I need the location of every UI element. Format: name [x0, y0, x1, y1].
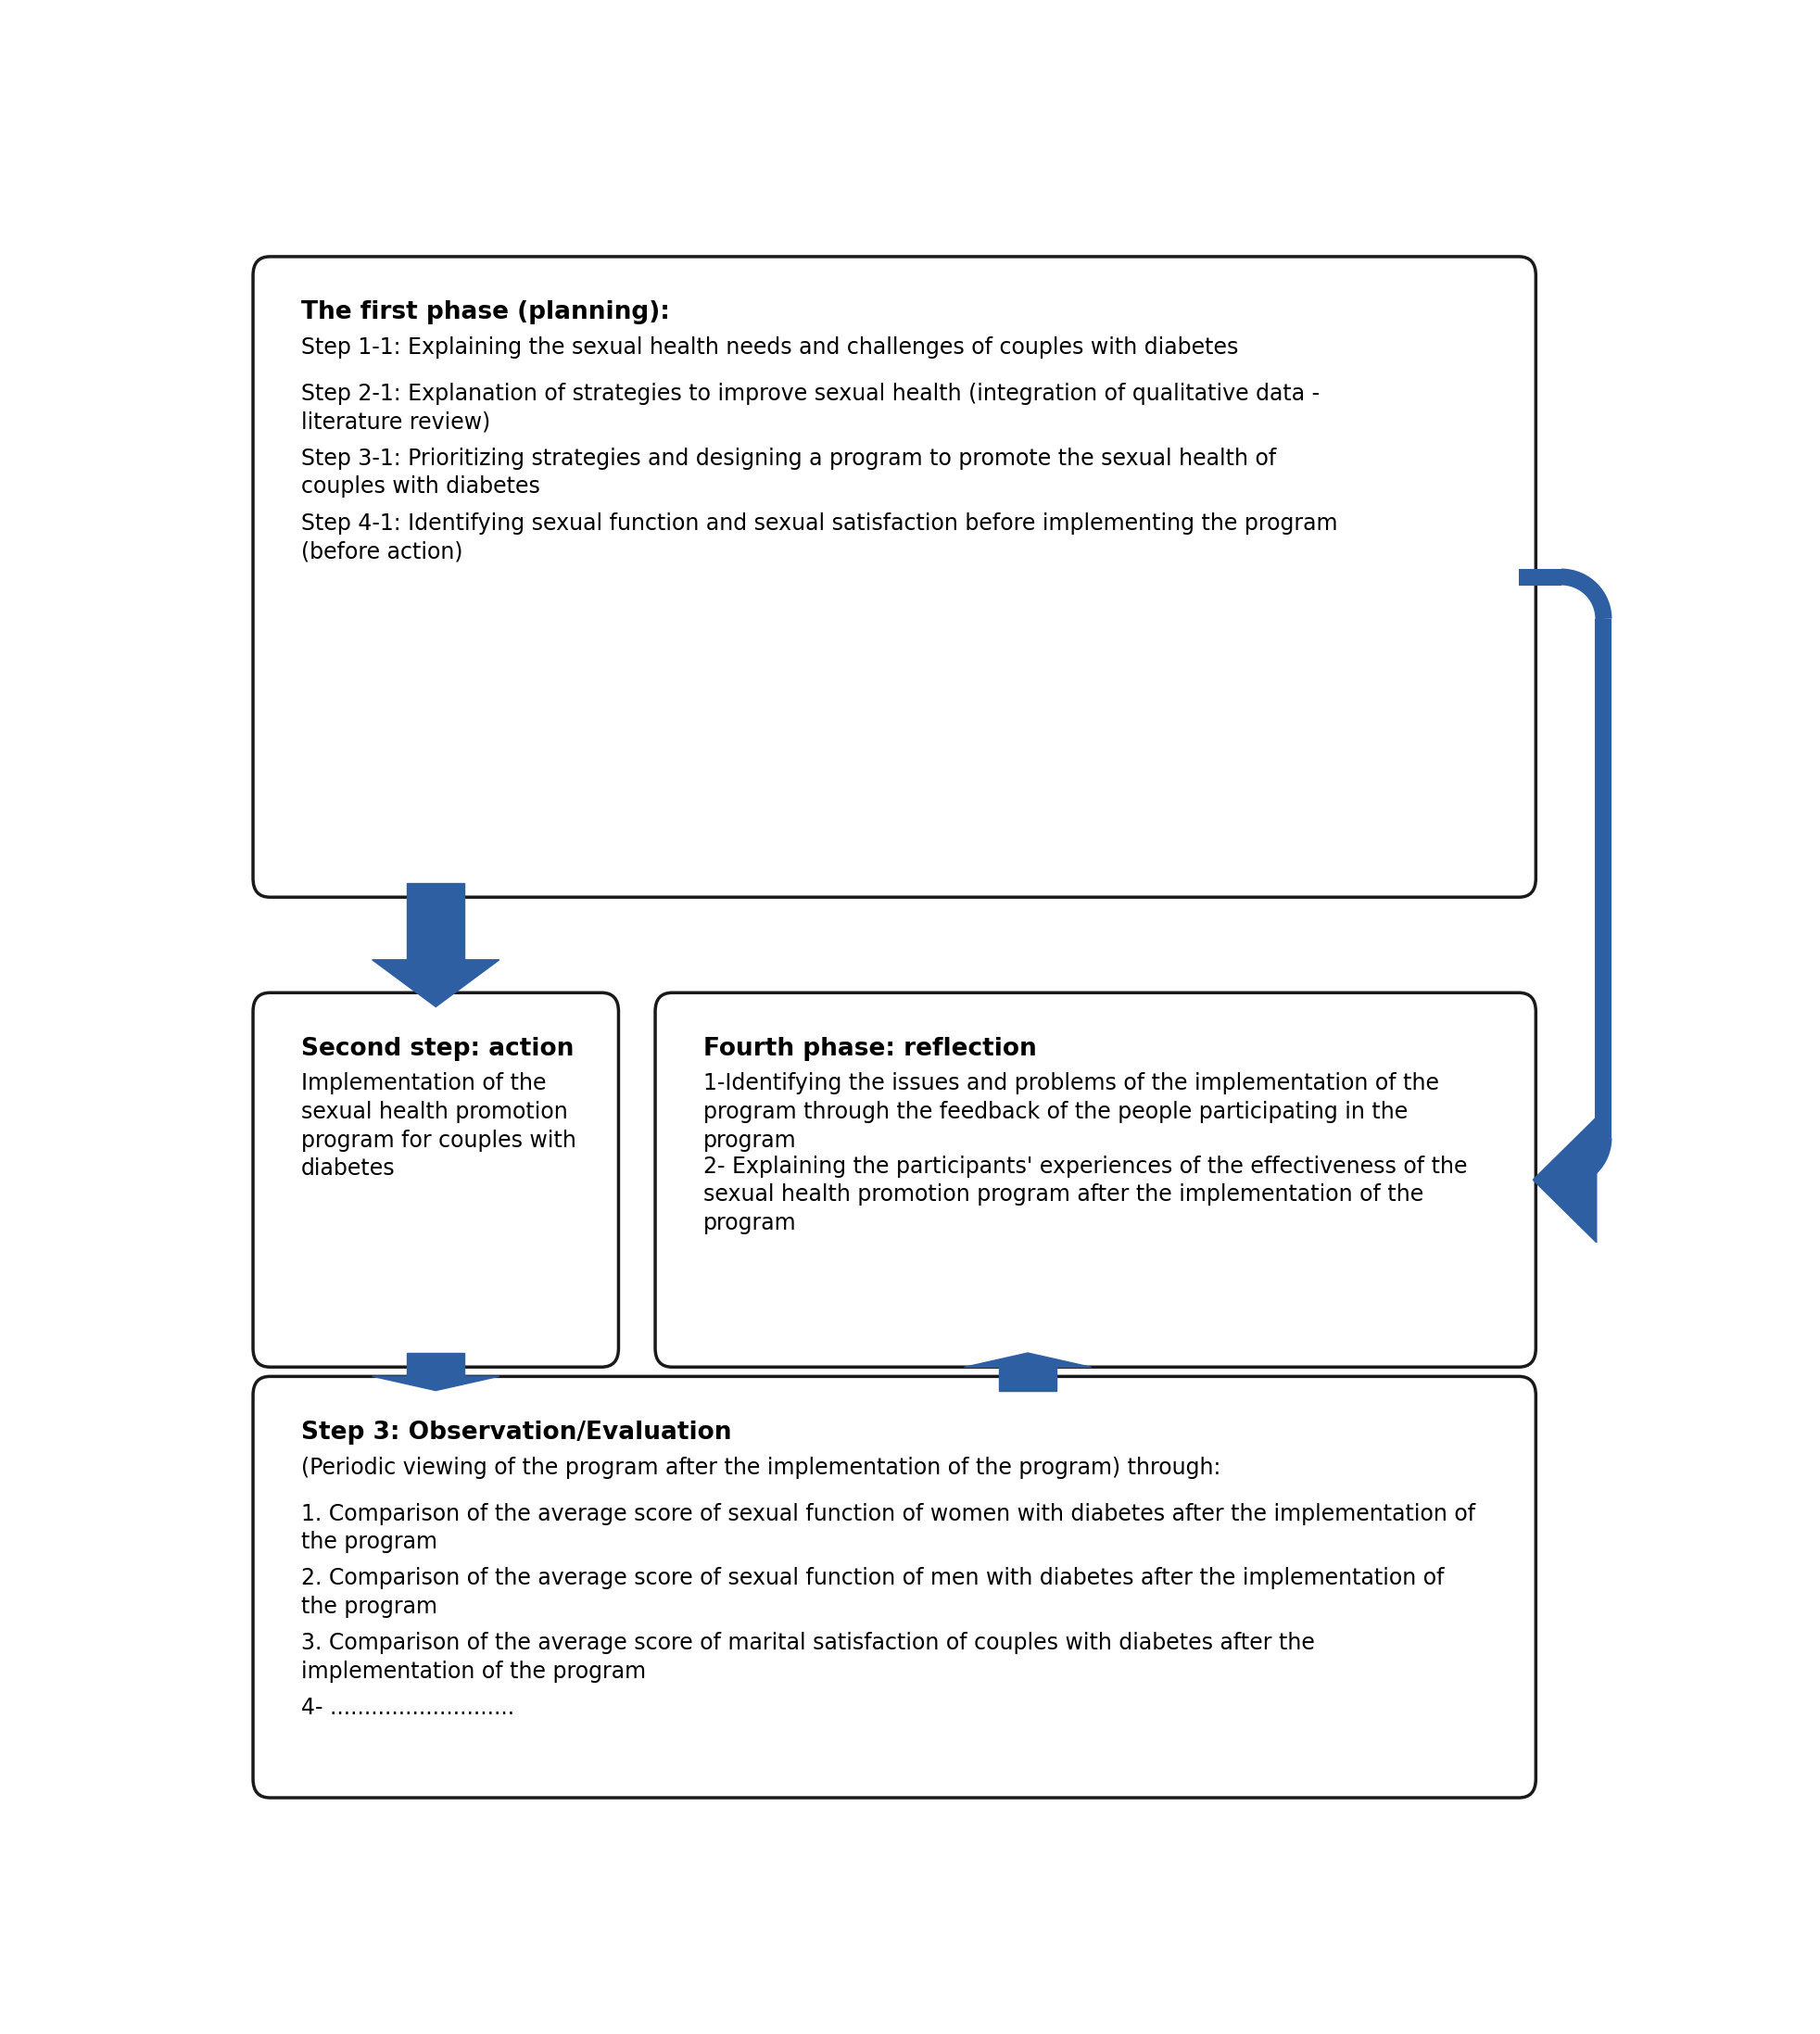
FancyBboxPatch shape — [655, 993, 1534, 1367]
Text: 2- Explaining the participants' experiences of the effectiveness of the
sexual h: 2- Explaining the participants' experien… — [703, 1155, 1467, 1235]
FancyBboxPatch shape — [253, 1377, 1534, 1798]
Text: 1. Comparison of the average score of sexual function of women with diabetes aft: 1. Comparison of the average score of se… — [300, 1503, 1474, 1554]
FancyBboxPatch shape — [253, 256, 1534, 897]
Text: Step 3: Observation/Evaluation: Step 3: Observation/Evaluation — [300, 1420, 732, 1444]
Polygon shape — [371, 960, 499, 1007]
Polygon shape — [371, 1377, 499, 1391]
Text: Implementation of the
sexual health promotion
program for couples with
diabetes: Implementation of the sexual health prom… — [300, 1072, 575, 1180]
Text: Fourth phase: reflection: Fourth phase: reflection — [703, 1037, 1036, 1060]
Text: Step 4-1: Identifying sexual function and sexual satisfaction before implementin: Step 4-1: Identifying sexual function an… — [300, 513, 1338, 563]
Text: Step 3-1: Prioritizing strategies and designing a program to promote the sexual : Step 3-1: Prioritizing strategies and de… — [300, 447, 1276, 498]
Polygon shape — [999, 1367, 1056, 1391]
Polygon shape — [408, 1353, 464, 1377]
Text: (Periodic viewing of the program after the implementation of the program) throug: (Periodic viewing of the program after t… — [300, 1456, 1219, 1479]
Text: Second step: action: Second step: action — [300, 1037, 573, 1060]
Polygon shape — [1532, 1117, 1596, 1243]
Text: 1-Identifying the issues and problems of the implementation of the
program throu: 1-Identifying the issues and problems of… — [703, 1072, 1438, 1151]
Text: 3. Comparison of the average score of marital satisfaction of couples with diabe: 3. Comparison of the average score of ma… — [300, 1631, 1314, 1682]
Text: 2. Comparison of the average score of sexual function of men with diabetes after: 2. Comparison of the average score of se… — [300, 1568, 1443, 1617]
Polygon shape — [965, 1353, 1090, 1367]
Text: The first phase (planning):: The first phase (planning): — [300, 301, 670, 325]
Text: Step 1-1: Explaining the sexual health needs and challenges of couples with diab: Step 1-1: Explaining the sexual health n… — [300, 336, 1238, 358]
Text: 4- ...........................: 4- ........................... — [300, 1696, 513, 1719]
Text: Step 2-1: Explanation of strategies to improve sexual health (integration of qua: Step 2-1: Explanation of strategies to i… — [300, 382, 1319, 433]
Polygon shape — [408, 883, 464, 960]
FancyBboxPatch shape — [253, 993, 619, 1367]
